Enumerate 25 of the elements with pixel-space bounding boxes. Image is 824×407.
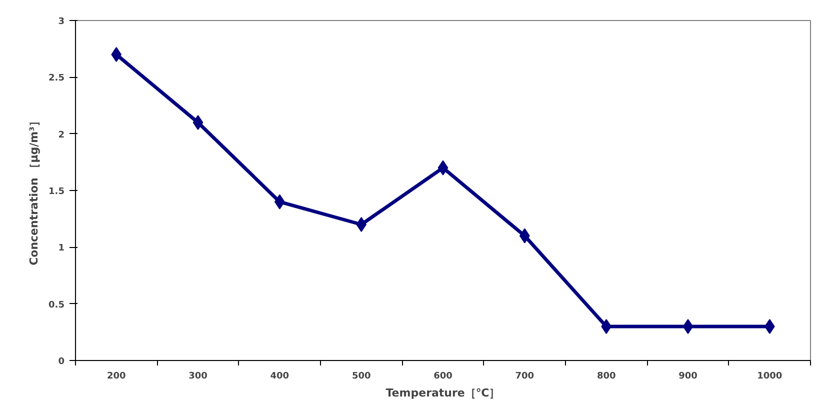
point bbox=[601, 319, 612, 334]
x-tick-label: 300 bbox=[188, 372, 208, 382]
y-tick-label: 1 bbox=[58, 244, 65, 254]
x-tick-label: 800 bbox=[596, 372, 616, 382]
point bbox=[356, 217, 366, 232]
y-tick-label: 3 bbox=[58, 17, 65, 27]
point bbox=[111, 47, 122, 62]
point bbox=[764, 319, 775, 334]
x-axis-title: Temperature［℃］ bbox=[386, 386, 500, 400]
y-tick-label: 2 bbox=[58, 130, 65, 140]
x-tick-label: 200 bbox=[106, 372, 126, 382]
point bbox=[192, 115, 204, 130]
x-tick-label: 900 bbox=[678, 372, 698, 382]
x-tick-label: 1000 bbox=[757, 372, 782, 382]
x-tick-label: 700 bbox=[515, 372, 534, 382]
point bbox=[438, 160, 448, 176]
point bbox=[682, 319, 694, 334]
y-tick-label: 1.5 bbox=[48, 187, 65, 197]
y-tick-label: 0.5 bbox=[48, 300, 65, 310]
y-axis-title: Concentration ［μg/m³］ bbox=[28, 116, 41, 266]
y-tick-label: 2.5 bbox=[48, 74, 65, 84]
y-tick-label: 0 bbox=[58, 357, 65, 367]
x-tick-label: 400 bbox=[270, 372, 290, 382]
x-tick-label: 500 bbox=[352, 372, 371, 382]
x-tick-label: 600 bbox=[434, 372, 452, 382]
